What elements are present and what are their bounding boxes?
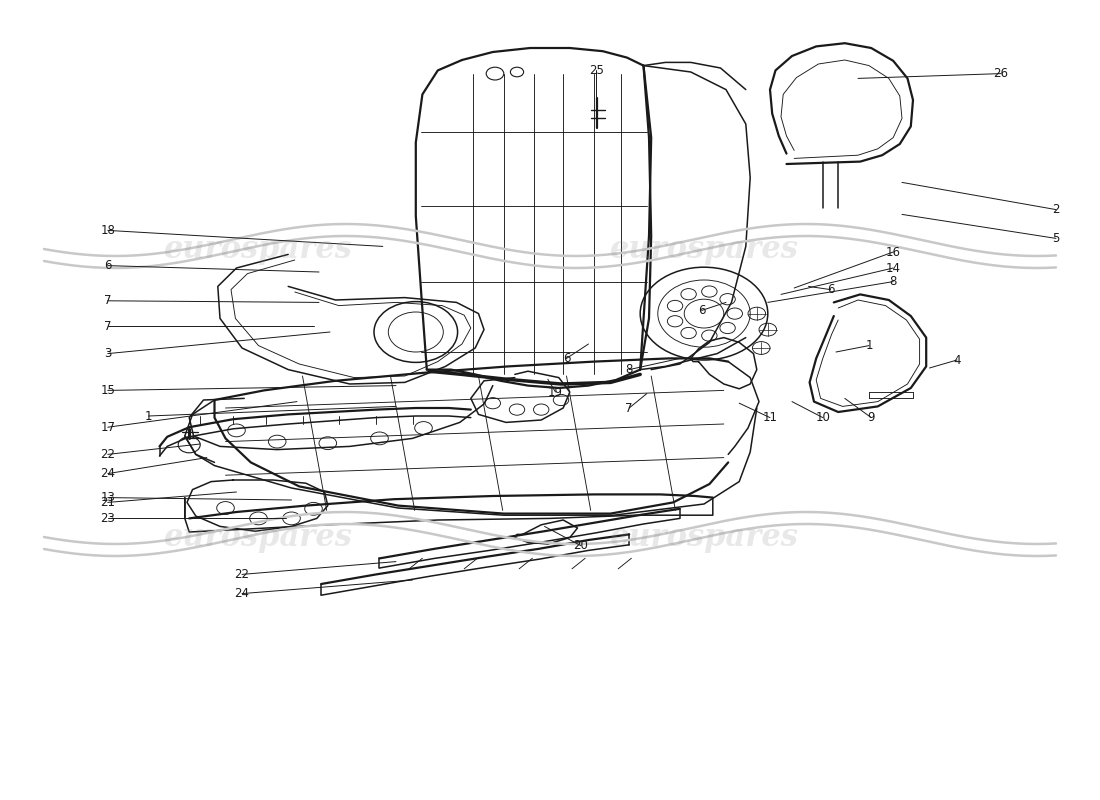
Text: eurospares: eurospares <box>164 234 353 265</box>
Text: 8: 8 <box>890 275 896 288</box>
Text: 19: 19 <box>548 386 563 398</box>
Text: 24: 24 <box>100 467 116 480</box>
Text: 22: 22 <box>234 568 250 581</box>
Text: eurospares: eurospares <box>609 234 799 265</box>
Text: 13: 13 <box>100 491 116 504</box>
Text: 4: 4 <box>954 354 960 366</box>
Text: 15: 15 <box>100 384 116 397</box>
Text: 1: 1 <box>866 339 872 352</box>
Text: 18: 18 <box>100 224 116 237</box>
Text: 17: 17 <box>100 421 116 434</box>
Text: 20: 20 <box>573 539 588 552</box>
Text: 6: 6 <box>563 352 570 365</box>
Text: eurospares: eurospares <box>609 522 799 553</box>
Text: 6: 6 <box>698 304 705 317</box>
Text: 10: 10 <box>815 411 830 424</box>
Text: 2: 2 <box>1053 203 1059 216</box>
Text: 6: 6 <box>104 259 111 272</box>
Text: 5: 5 <box>1053 232 1059 245</box>
Text: 8: 8 <box>626 363 632 376</box>
Text: eurospares: eurospares <box>164 522 353 553</box>
Text: 6: 6 <box>827 283 834 296</box>
Text: 14: 14 <box>886 262 901 274</box>
Text: 23: 23 <box>100 512 116 525</box>
Text: 26: 26 <box>993 67 1009 80</box>
Text: 21: 21 <box>100 496 116 509</box>
Text: 7: 7 <box>626 402 632 414</box>
Text: 22: 22 <box>100 448 116 461</box>
Text: 3: 3 <box>104 347 111 360</box>
Text: 24: 24 <box>234 587 250 600</box>
Text: 7: 7 <box>104 320 111 333</box>
Text: 7: 7 <box>104 294 111 307</box>
Text: 16: 16 <box>886 246 901 258</box>
Text: 25: 25 <box>588 64 604 77</box>
Text: 11: 11 <box>762 411 778 424</box>
Text: 9: 9 <box>868 411 875 424</box>
Text: 1: 1 <box>145 410 152 422</box>
